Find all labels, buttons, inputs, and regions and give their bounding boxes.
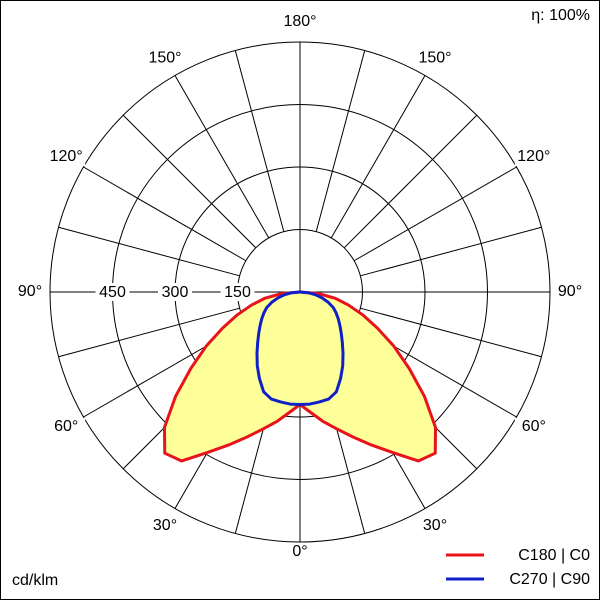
angle-label: 120°	[50, 148, 83, 165]
spoke	[360, 226, 542, 277]
label-bg	[47, 148, 86, 166]
spoke	[330, 75, 426, 239]
labels: 150 300 450 0° 30° 30° 60° 60° 90° 90° 120° 120° 150…	[11, 13, 589, 561]
spoke	[353, 166, 517, 262]
label-bg	[281, 13, 319, 31]
spoke	[315, 50, 366, 232]
spoke	[58, 226, 240, 277]
label-bg	[47, 418, 86, 436]
label-bg	[416, 516, 454, 535]
label-bg	[281, 543, 319, 561]
spoke	[122, 114, 257, 249]
line	[299, 290, 438, 463]
angle-label: 60°	[54, 418, 78, 435]
legend-label: C180 | C0	[518, 547, 590, 564]
spoke	[58, 307, 240, 358]
area	[300, 292, 436, 461]
line	[255, 290, 301, 406]
angle-label: 90°	[558, 283, 582, 300]
angle-label: 150°	[418, 49, 451, 66]
label-bg	[514, 148, 553, 166]
angle-label: 30°	[423, 517, 447, 534]
label-bg	[220, 283, 255, 301]
label-bg	[146, 49, 184, 68]
spoke	[343, 114, 478, 249]
spoke	[174, 75, 270, 239]
label-bg	[416, 49, 454, 68]
label-bg	[11, 283, 49, 301]
label-bg	[514, 418, 553, 436]
spoke	[360, 307, 542, 358]
line	[299, 290, 345, 406]
angle-label: 90°	[18, 283, 42, 300]
angle-label: 180°	[283, 13, 316, 30]
area	[164, 292, 300, 461]
angle-label: 120°	[517, 148, 550, 165]
unit-label: cd/klm	[12, 572, 58, 589]
curves	[162, 290, 438, 463]
efficiency-label: η: 100%	[531, 7, 590, 24]
legend-label: C270 | C90	[509, 571, 590, 588]
r-tick-label: 450	[99, 284, 126, 301]
spoke	[83, 166, 247, 262]
r-tick-label: 150	[224, 284, 251, 301]
label-bg	[158, 283, 192, 301]
spoke	[234, 50, 285, 232]
angle-label: 60°	[522, 418, 546, 435]
label-bg	[551, 283, 589, 301]
label-bg	[95, 283, 130, 301]
r-tick-label: 300	[162, 284, 189, 301]
angle-label: 30°	[153, 517, 177, 534]
label-bg	[146, 516, 184, 535]
line	[162, 290, 301, 463]
angle-label: 0°	[292, 543, 307, 560]
angle-label: 150°	[148, 49, 181, 66]
